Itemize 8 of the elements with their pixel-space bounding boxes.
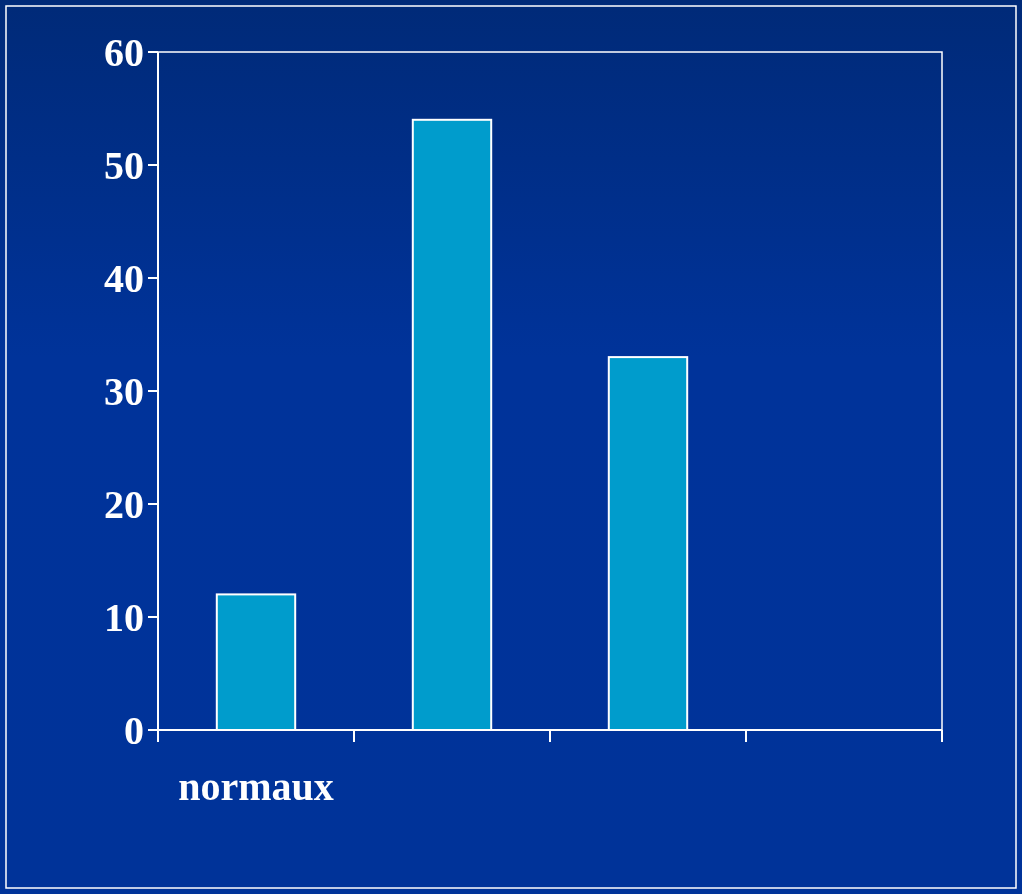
y-tick-label: 10 [104,595,144,640]
y-tick-label: 60 [104,30,144,75]
y-tick-label: 20 [104,482,144,527]
y-tick-label: 40 [104,256,144,301]
y-tick-label: 50 [104,143,144,188]
y-tick-label: 30 [104,369,144,414]
y-tick-label: 0 [124,708,144,753]
x-tick-label: normaux [178,764,334,809]
